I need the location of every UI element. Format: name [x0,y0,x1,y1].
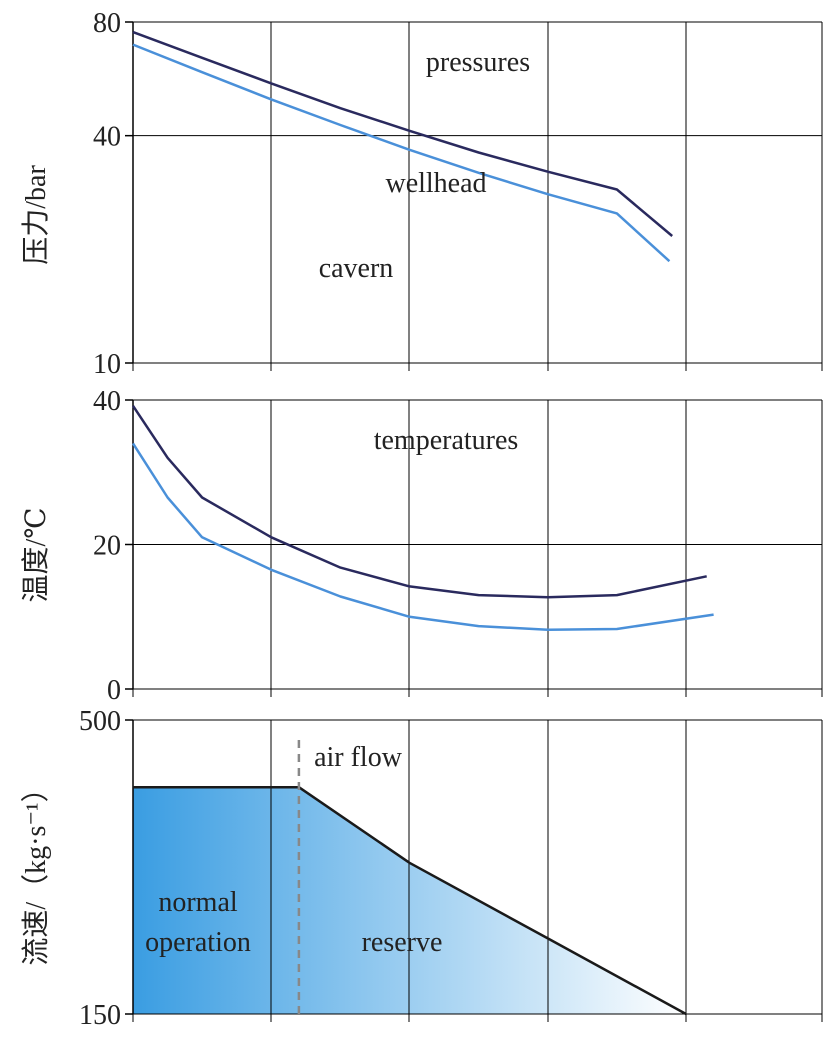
wellhead-label: wellhead [385,168,486,199]
airflow-grid [132,719,823,1015]
pressure-panel: 压力/bar 80 40 10 pressures wellhead cavern [20,8,823,380]
temperature-ticks: 40 20 0 [93,386,823,706]
normal-label-line2: operation [145,927,251,958]
airflow-ticks: 500 150 [79,706,823,1031]
series-line-cavern [132,43,671,263]
temperature-lines [131,405,714,632]
y-tick-label: 500 [79,706,121,737]
pressure-y-label: 压力/bar [20,165,52,265]
airflow-title: air flow [314,742,403,773]
temperature-y-label: 温度/℃ [20,507,52,602]
normal-label-line1: normal [158,887,238,918]
y-tick-label: 0 [107,675,121,706]
pressure-title: pressures [426,47,530,78]
reserve-label: reserve [362,927,443,958]
airflow-lines [133,740,687,1016]
pressure-lines [132,30,674,263]
pressure-grid [132,21,823,364]
series-line-air-flow [133,785,687,1016]
series-line-cavern [131,442,714,632]
y-tick-label: 150 [79,1000,121,1031]
cavern-label: cavern [319,253,394,284]
y-tick-label: 80 [93,8,121,39]
temperature-title: temperatures [374,425,519,456]
y-tick-label: 20 [93,531,121,562]
y-tick-label: 40 [93,122,121,153]
series-line-wellhead [131,405,707,599]
temperature-panel: 温度/℃ 40 20 0 temperatures [20,386,823,706]
y-tick-label: 40 [93,386,121,417]
airflow-panel: 流速/（kg·s⁻¹） 500 150 air flow normal opera… [20,706,823,1031]
y-tick-label: 10 [93,349,121,380]
pressure-ticks: 80 40 10 [93,8,823,380]
series-line-wellhead [132,30,674,237]
airflow-y-label: 流速/（kg·s⁻¹） [20,774,52,965]
